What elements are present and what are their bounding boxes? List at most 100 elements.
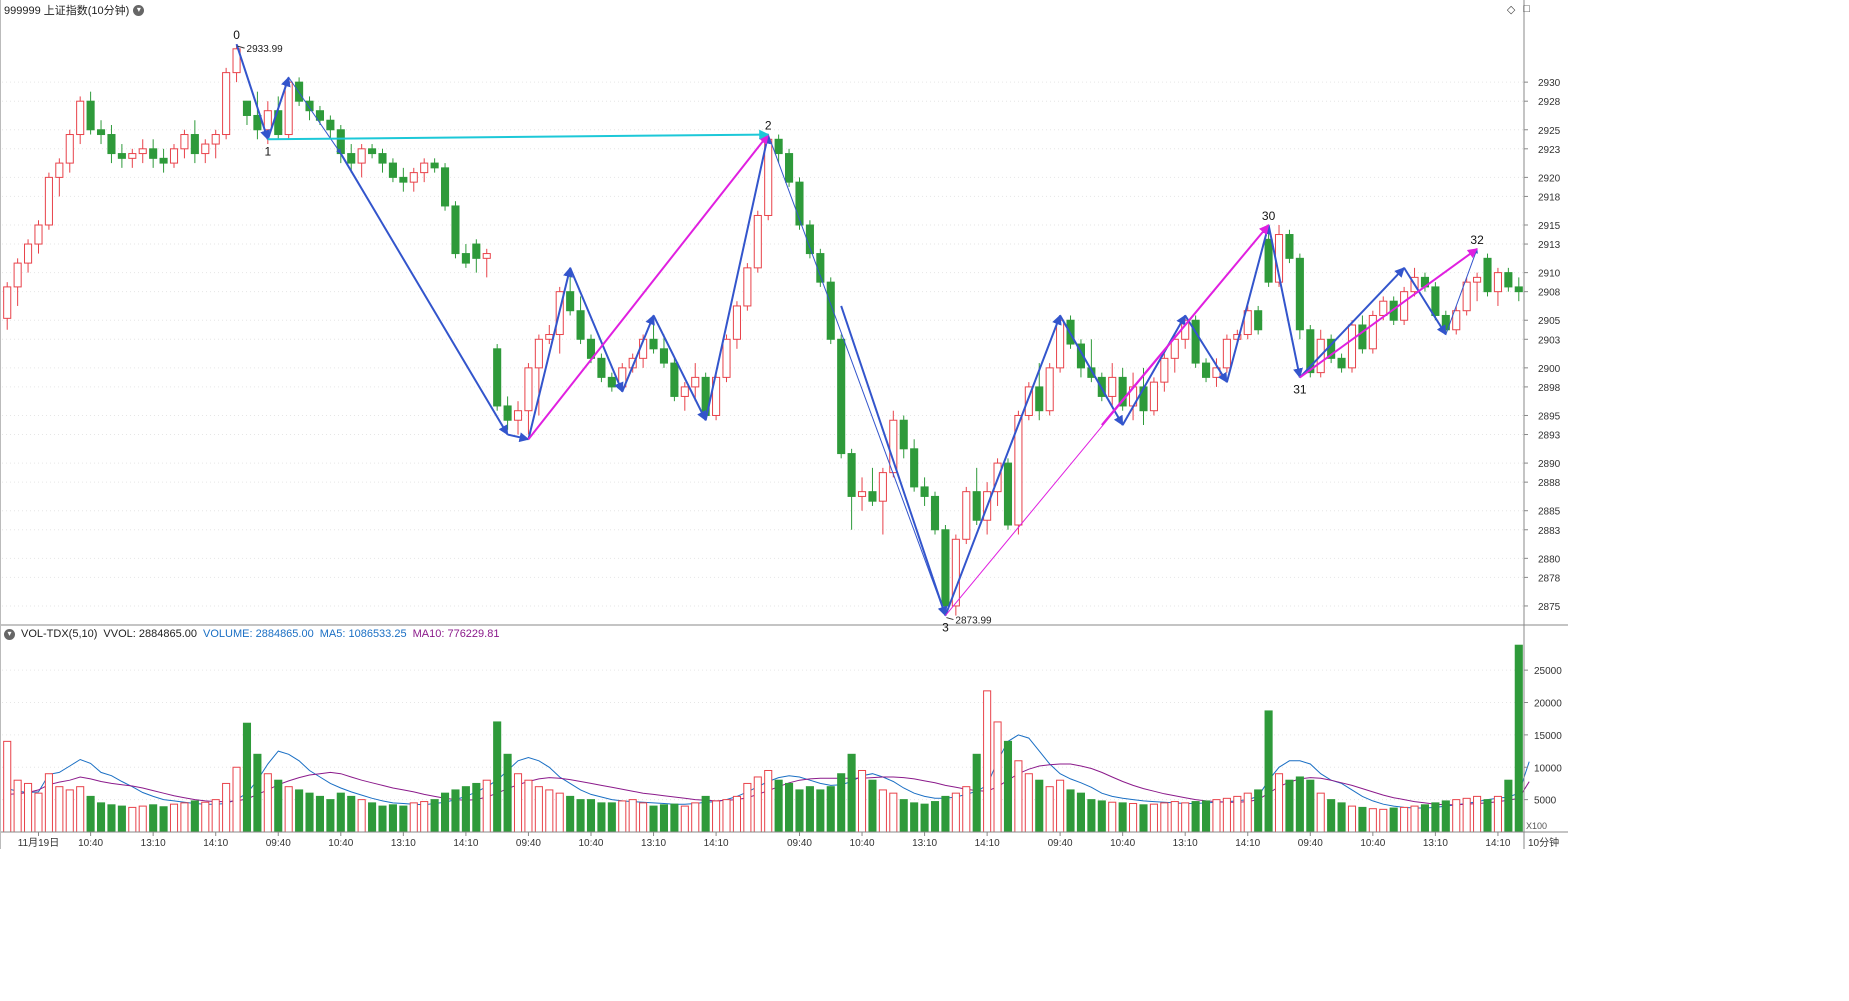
volume-bar [795, 789, 804, 833]
time-tick-label: 10:40 [1110, 838, 1135, 849]
candle-body [1160, 357, 1169, 383]
volume-bar [785, 782, 794, 833]
price-tick-label: 2913 [1538, 240, 1561, 251]
candle-body [753, 214, 762, 269]
wave-label: 2 [765, 119, 772, 133]
volume-bar [201, 801, 210, 833]
volume-bar [1483, 799, 1492, 833]
candle-body [441, 167, 450, 207]
volume-bar [378, 805, 387, 833]
time-tick-label: 10:40 [1360, 838, 1385, 849]
price-tick-label: 2930 [1538, 78, 1561, 89]
volume-bar [357, 799, 366, 833]
candle-body [1087, 367, 1096, 378]
price-tick-label: 2890 [1538, 459, 1561, 470]
candle-body [1285, 234, 1294, 259]
wave-annotations [235, 43, 1478, 617]
candle-body [1295, 257, 1304, 331]
volume-bar [1097, 800, 1106, 833]
volume-bar [65, 789, 74, 833]
price-tick-label: 2910 [1538, 269, 1561, 280]
volume-bar [232, 766, 241, 833]
price-tick-label: 2893 [1538, 431, 1561, 442]
volume-bar [1108, 801, 1117, 833]
volume-bar [1222, 797, 1231, 833]
vvol-value: 2884865.00 [138, 628, 198, 640]
volume-bar [1045, 786, 1054, 833]
volume-bar [1473, 795, 1482, 833]
wave-line-blue [652, 315, 707, 422]
candle-body [889, 419, 898, 474]
volume-bar [1014, 760, 1023, 833]
candle-body [493, 348, 502, 407]
price-annotation-pointer [237, 45, 245, 49]
price-tick-label: 2878 [1538, 573, 1561, 584]
window-icon[interactable]: □ [1523, 3, 1530, 15]
candle-body [857, 491, 867, 497]
volume-bar [805, 786, 814, 833]
candle-body [1347, 324, 1357, 369]
volume-bar [691, 802, 700, 833]
price-tick-label: 2908 [1538, 288, 1561, 299]
volume-bar [1035, 779, 1044, 833]
candle-body [284, 81, 293, 136]
candle-body [1014, 414, 1023, 526]
volume-label: VOLUME: [203, 628, 253, 640]
chevron-down-icon[interactable]: ▾ [133, 4, 145, 16]
price-tick-label: 2905 [1538, 316, 1561, 327]
volume-bar [211, 799, 220, 833]
volume-bar [847, 753, 856, 833]
volume-bar [1389, 807, 1398, 833]
time-tick-label: 13:10 [141, 838, 166, 849]
wave-line-blue [621, 314, 655, 393]
volume-bar [336, 792, 345, 833]
ma10-label: MA10: [412, 628, 445, 640]
volume-bar [1337, 802, 1346, 833]
candle-body [347, 153, 356, 164]
candle-body [76, 100, 85, 136]
time-tick-label: 09:40 [1298, 838, 1323, 849]
indicator-name[interactable]: VOL-TDX(5,10) [21, 628, 98, 640]
candle-body [930, 495, 940, 531]
candle-body [107, 134, 116, 155]
chart-canvas[interactable]: 2875 2878 2880 2883 2885 2888 2890 2893 2895 2898… [0, 0, 1568, 849]
price-annotation-pointer [946, 617, 954, 621]
candle-body [805, 224, 814, 255]
candle-body [451, 205, 460, 255]
candle-body [503, 405, 512, 421]
volume-bar [680, 805, 689, 833]
candle-body [253, 114, 262, 131]
price-tick-label: 2898 [1538, 383, 1561, 394]
time-tick-label: 14:10 [203, 838, 228, 849]
candle-body [1118, 376, 1127, 407]
vvol-label: VVOL: [103, 628, 136, 640]
diamond-icon[interactable]: ◇ [1506, 4, 1516, 16]
chart-title-bar: 999999 上证指数(10分钟) ▾ [4, 3, 145, 17]
price-tick-label: 2928 [1538, 97, 1561, 108]
candle-body [774, 138, 783, 155]
candle-body [899, 419, 908, 450]
candle-body [566, 291, 575, 312]
candle-body [1504, 272, 1513, 288]
candle-body [201, 143, 210, 155]
candle-body [607, 376, 616, 388]
candle-body [55, 162, 64, 178]
volume-bar [55, 786, 64, 833]
price-tick-label: 2875 [1538, 602, 1561, 613]
price-tick-label: 2925 [1538, 126, 1561, 137]
candle-body [691, 376, 700, 388]
volume-bar [993, 721, 1002, 833]
volume-bar [1139, 804, 1148, 833]
candle-body [545, 334, 554, 340]
volume-tick-label: 25000 [1534, 666, 1562, 677]
chevron-down-icon[interactable]: ▾ [4, 628, 15, 640]
time-tick-label: 09:40 [516, 838, 541, 849]
volume-bar [1410, 805, 1419, 833]
volume-bar [1379, 808, 1388, 833]
axis-layer: 2875 2878 2880 2883 2885 2888 2890 2893 2895 2898… [0, 0, 1568, 849]
candle-body [430, 162, 439, 169]
volume-bar [149, 804, 158, 833]
wave-line-blue [1121, 314, 1187, 426]
wave-line-blue [266, 76, 291, 140]
candle-body [1462, 281, 1471, 312]
